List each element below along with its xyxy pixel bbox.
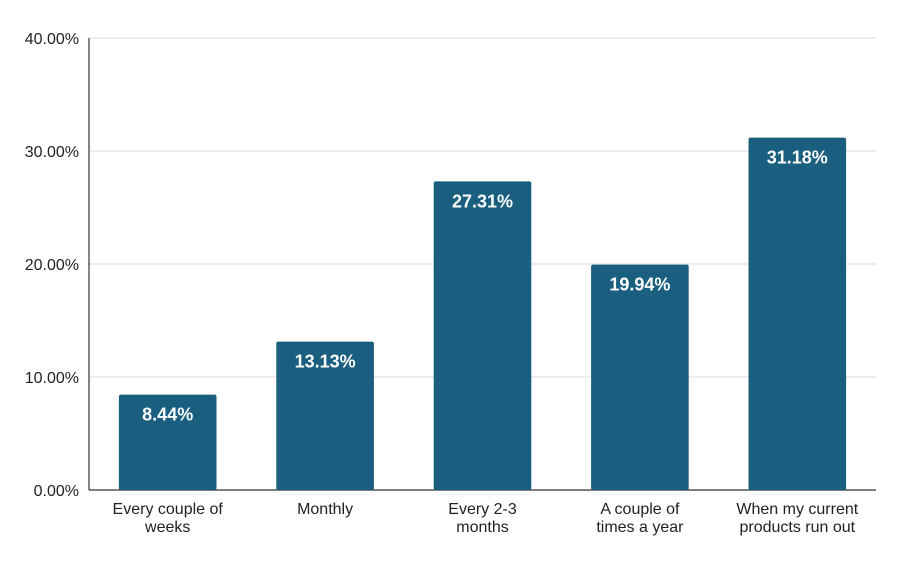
x-tick-label: A couple of xyxy=(600,501,680,518)
x-tick-label: times a year xyxy=(596,519,684,536)
bar xyxy=(433,181,532,490)
data-label: 8.44% xyxy=(142,405,193,425)
y-tick-label: 20.00% xyxy=(25,257,79,274)
data-label: 31.18% xyxy=(767,148,828,168)
data-label: 19.94% xyxy=(609,275,670,295)
x-tick-label: products run out xyxy=(739,519,855,536)
y-tick-label: 0.00% xyxy=(34,483,79,500)
x-tick-label: Every couple of xyxy=(113,501,224,518)
bar xyxy=(591,264,689,490)
y-tick-label: 40.00% xyxy=(25,31,79,48)
x-tick-label: Monthly xyxy=(297,501,353,518)
x-tick-label: When my current xyxy=(736,501,858,518)
x-tick-label: weeks xyxy=(144,519,190,536)
data-label: 27.31% xyxy=(452,191,513,211)
y-tick-label: 10.00% xyxy=(25,370,79,387)
bar xyxy=(276,341,374,490)
bar xyxy=(118,394,217,490)
x-tick-label: months xyxy=(456,519,508,536)
bar xyxy=(748,137,847,490)
x-tick-label: Every 2-3 xyxy=(448,501,517,518)
data-label: 13.13% xyxy=(295,352,356,372)
y-tick-label: 30.00% xyxy=(25,144,79,161)
